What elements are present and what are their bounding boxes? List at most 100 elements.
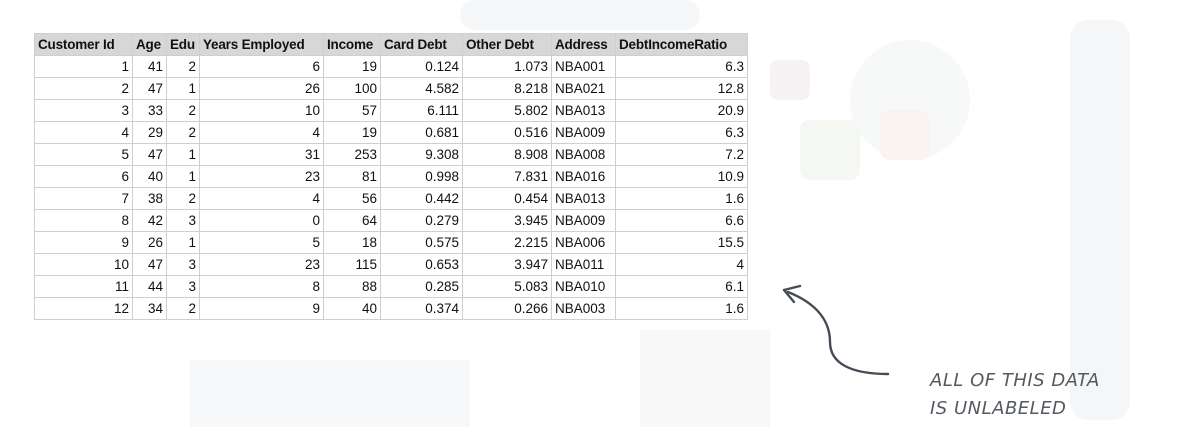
cell-address[interactable]: NBA013 [551, 187, 616, 210]
cell-other-debt[interactable]: 5.083 [462, 275, 552, 298]
cell-address[interactable]: NBA016 [551, 165, 616, 188]
cell-age[interactable]: 41 [132, 55, 167, 78]
cell-debt-income-ratio[interactable]: 20.9 [615, 99, 748, 122]
cell-card-debt[interactable]: 0.124 [380, 55, 463, 78]
cell-edu[interactable]: 2 [166, 297, 200, 320]
cell-debt-income-ratio[interactable]: 1.6 [615, 297, 748, 320]
column-header-card-debt[interactable]: Card Debt [380, 33, 463, 56]
cell-address[interactable]: NBA001 [551, 55, 616, 78]
cell-income[interactable]: 57 [323, 99, 381, 122]
cell-years-employed[interactable]: 4 [199, 121, 324, 144]
cell-years-employed[interactable]: 23 [199, 165, 324, 188]
cell-income[interactable]: 100 [323, 77, 381, 100]
cell-card-debt[interactable]: 0.998 [380, 165, 463, 188]
cell-debt-income-ratio[interactable]: 4 [615, 253, 748, 276]
cell-card-debt[interactable]: 6.111 [380, 99, 463, 122]
cell-card-debt[interactable]: 0.681 [380, 121, 463, 144]
cell-age[interactable]: 40 [132, 165, 167, 188]
cell-age[interactable]: 38 [132, 187, 167, 210]
cell-years-employed[interactable]: 10 [199, 99, 324, 122]
cell-customer-id[interactable]: 3 [34, 99, 133, 122]
cell-debt-income-ratio[interactable]: 7.2 [615, 143, 748, 166]
cell-debt-income-ratio[interactable]: 6.6 [615, 209, 748, 232]
cell-years-employed[interactable]: 26 [199, 77, 324, 100]
cell-customer-id[interactable]: 11 [34, 275, 133, 298]
cell-edu[interactable]: 2 [166, 187, 200, 210]
cell-customer-id[interactable]: 6 [34, 165, 133, 188]
cell-other-debt[interactable]: 5.802 [462, 99, 552, 122]
cell-other-debt[interactable]: 0.516 [462, 121, 552, 144]
cell-age[interactable]: 47 [132, 77, 167, 100]
cell-age[interactable]: 29 [132, 121, 167, 144]
cell-years-employed[interactable]: 8 [199, 275, 324, 298]
cell-edu[interactable]: 2 [166, 99, 200, 122]
column-header-age[interactable]: Age [132, 33, 167, 56]
cell-age[interactable]: 33 [132, 99, 167, 122]
cell-card-debt[interactable]: 9.308 [380, 143, 463, 166]
cell-edu[interactable]: 2 [166, 121, 200, 144]
cell-years-employed[interactable]: 6 [199, 55, 324, 78]
cell-address[interactable]: NBA009 [551, 121, 616, 144]
cell-income[interactable]: 81 [323, 165, 381, 188]
cell-years-employed[interactable]: 4 [199, 187, 324, 210]
cell-debt-income-ratio[interactable]: 12.8 [615, 77, 748, 100]
cell-debt-income-ratio[interactable]: 6.1 [615, 275, 748, 298]
cell-years-employed[interactable]: 9 [199, 297, 324, 320]
cell-income[interactable]: 19 [323, 121, 381, 144]
cell-other-debt[interactable]: 3.945 [462, 209, 552, 232]
cell-customer-id[interactable]: 4 [34, 121, 133, 144]
cell-income[interactable]: 56 [323, 187, 381, 210]
column-header-other-debt[interactable]: Other Debt [462, 33, 552, 56]
column-header-years-employed[interactable]: Years Employed [199, 33, 324, 56]
cell-age[interactable]: 47 [132, 253, 167, 276]
cell-age[interactable]: 44 [132, 275, 167, 298]
cell-debt-income-ratio[interactable]: 6.3 [615, 55, 748, 78]
cell-customer-id[interactable]: 7 [34, 187, 133, 210]
cell-address[interactable]: NBA006 [551, 231, 616, 254]
cell-card-debt[interactable]: 0.279 [380, 209, 463, 232]
cell-edu[interactable]: 3 [166, 209, 200, 232]
cell-customer-id[interactable]: 12 [34, 297, 133, 320]
cell-customer-id[interactable]: 9 [34, 231, 133, 254]
cell-edu[interactable]: 3 [166, 253, 200, 276]
cell-address[interactable]: NBA003 [551, 297, 616, 320]
cell-years-employed[interactable]: 31 [199, 143, 324, 166]
cell-card-debt[interactable]: 0.575 [380, 231, 463, 254]
cell-card-debt[interactable]: 0.653 [380, 253, 463, 276]
cell-edu[interactable]: 1 [166, 77, 200, 100]
cell-debt-income-ratio[interactable]: 15.5 [615, 231, 748, 254]
cell-age[interactable]: 47 [132, 143, 167, 166]
cell-edu[interactable]: 1 [166, 165, 200, 188]
cell-income[interactable]: 40 [323, 297, 381, 320]
cell-customer-id[interactable]: 2 [34, 77, 133, 100]
cell-years-employed[interactable]: 0 [199, 209, 324, 232]
cell-other-debt[interactable]: 8.218 [462, 77, 552, 100]
column-header-income[interactable]: Income [323, 33, 381, 56]
cell-debt-income-ratio[interactable]: 6.3 [615, 121, 748, 144]
cell-address[interactable]: NBA009 [551, 209, 616, 232]
cell-address[interactable]: NBA013 [551, 99, 616, 122]
cell-other-debt[interactable]: 1.073 [462, 55, 552, 78]
cell-age[interactable]: 42 [132, 209, 167, 232]
cell-other-debt[interactable]: 0.266 [462, 297, 552, 320]
cell-other-debt[interactable]: 2.215 [462, 231, 552, 254]
cell-card-debt[interactable]: 0.285 [380, 275, 463, 298]
cell-customer-id[interactable]: 10 [34, 253, 133, 276]
cell-income[interactable]: 19 [323, 55, 381, 78]
cell-card-debt[interactable]: 0.442 [380, 187, 463, 210]
column-header-edu[interactable]: Edu [166, 33, 200, 56]
cell-address[interactable]: NBA011 [551, 253, 616, 276]
cell-address[interactable]: NBA021 [551, 77, 616, 100]
cell-years-employed[interactable]: 5 [199, 231, 324, 254]
cell-income[interactable]: 64 [323, 209, 381, 232]
cell-edu[interactable]: 3 [166, 275, 200, 298]
cell-debt-income-ratio[interactable]: 10.9 [615, 165, 748, 188]
cell-edu[interactable]: 1 [166, 231, 200, 254]
cell-card-debt[interactable]: 4.582 [380, 77, 463, 100]
cell-other-debt[interactable]: 0.454 [462, 187, 552, 210]
cell-other-debt[interactable]: 7.831 [462, 165, 552, 188]
cell-address[interactable]: NBA010 [551, 275, 616, 298]
cell-income[interactable]: 88 [323, 275, 381, 298]
cell-age[interactable]: 34 [132, 297, 167, 320]
cell-customer-id[interactable]: 1 [34, 55, 133, 78]
